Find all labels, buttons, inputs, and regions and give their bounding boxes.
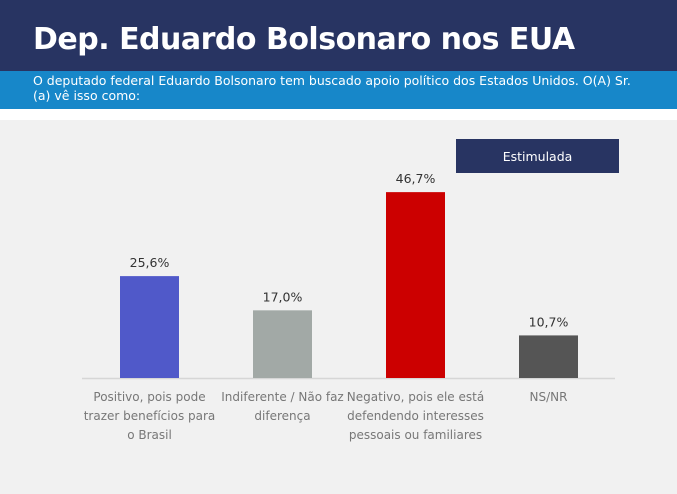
data-label-1: 17,0% bbox=[263, 289, 303, 304]
category-label-1: Indiferente / Não faz diferença bbox=[221, 390, 344, 423]
bar-1 bbox=[253, 310, 312, 378]
data-label-3: 10,7% bbox=[529, 314, 569, 329]
divider bbox=[0, 109, 677, 120]
data-label-0: 25,6% bbox=[130, 255, 170, 270]
bar-2 bbox=[386, 192, 445, 378]
page-title: Dep. Eduardo Bolsonaro nos EUA bbox=[33, 22, 575, 57]
legend-estimulada: Estimulada bbox=[456, 139, 619, 173]
category-label-3: NS/NR bbox=[529, 390, 568, 404]
category-label-0: Positivo, pois pode trazer benefícios pa… bbox=[83, 390, 216, 442]
question-subtitle: O deputado federal Eduardo Bolsonaro tem… bbox=[0, 71, 677, 109]
header-bar: Dep. Eduardo Bolsonaro nos EUA bbox=[0, 0, 677, 71]
bar-0 bbox=[120, 276, 179, 378]
bar-3 bbox=[519, 335, 578, 378]
data-label-2: 46,7% bbox=[396, 171, 436, 186]
category-label-2: Negativo, pois ele está defendendo inter… bbox=[346, 390, 485, 442]
